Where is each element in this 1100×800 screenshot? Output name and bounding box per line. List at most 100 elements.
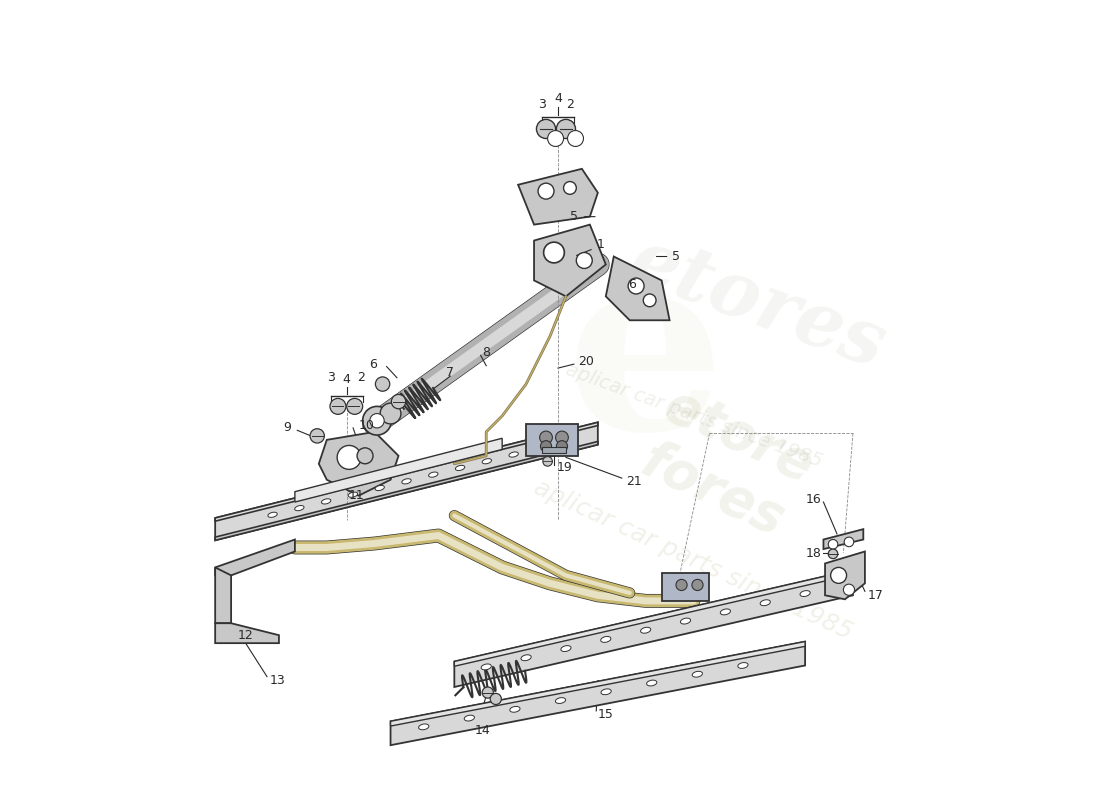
Polygon shape [216, 567, 231, 623]
Ellipse shape [455, 466, 464, 470]
Polygon shape [535, 225, 606, 296]
Polygon shape [390, 642, 805, 745]
Polygon shape [518, 169, 597, 225]
Polygon shape [390, 642, 805, 726]
Circle shape [537, 119, 556, 138]
Polygon shape [825, 551, 865, 599]
Polygon shape [661, 573, 710, 601]
Circle shape [363, 406, 392, 435]
Text: 14: 14 [474, 724, 490, 738]
Text: 7: 7 [447, 366, 454, 378]
Circle shape [358, 448, 373, 464]
Text: 4: 4 [554, 92, 562, 105]
Ellipse shape [509, 452, 518, 457]
Circle shape [568, 130, 583, 146]
Circle shape [628, 278, 645, 294]
Circle shape [563, 182, 576, 194]
Ellipse shape [295, 506, 304, 510]
Polygon shape [216, 442, 597, 540]
Text: 20: 20 [578, 355, 594, 368]
Circle shape [375, 377, 389, 391]
Polygon shape [824, 529, 864, 549]
Ellipse shape [738, 662, 748, 668]
Circle shape [370, 414, 384, 428]
Text: etores: etores [619, 224, 895, 385]
Text: 9: 9 [283, 422, 290, 434]
Ellipse shape [375, 486, 384, 490]
Text: 2: 2 [358, 371, 365, 384]
Text: 2: 2 [565, 98, 574, 111]
Text: 21: 21 [626, 475, 641, 488]
Circle shape [692, 579, 703, 590]
Circle shape [828, 539, 838, 549]
Ellipse shape [640, 627, 651, 633]
Ellipse shape [429, 472, 438, 478]
Text: 18: 18 [805, 546, 821, 559]
Circle shape [540, 431, 552, 444]
Ellipse shape [349, 492, 358, 498]
Circle shape [491, 694, 502, 705]
Text: aplicar car parts since 1985: aplicar car parts since 1985 [562, 361, 825, 471]
Circle shape [330, 398, 345, 414]
Text: 3: 3 [538, 98, 546, 111]
Text: etore
fores: etore fores [629, 379, 821, 548]
Polygon shape [454, 570, 852, 687]
Text: 6: 6 [628, 278, 636, 291]
Circle shape [548, 130, 563, 146]
Ellipse shape [556, 698, 565, 703]
Circle shape [556, 431, 569, 444]
Ellipse shape [521, 654, 531, 661]
Circle shape [828, 549, 838, 558]
Ellipse shape [681, 618, 691, 624]
Polygon shape [295, 438, 503, 502]
Circle shape [538, 183, 554, 199]
Text: 15: 15 [597, 709, 614, 722]
Ellipse shape [464, 715, 474, 721]
Ellipse shape [419, 724, 429, 730]
Text: 17: 17 [867, 589, 883, 602]
Text: 5: 5 [672, 250, 680, 263]
Ellipse shape [321, 499, 331, 504]
Ellipse shape [481, 664, 492, 670]
Text: 10: 10 [359, 419, 374, 432]
Circle shape [844, 537, 854, 546]
Text: 13: 13 [270, 674, 285, 687]
Polygon shape [606, 257, 670, 320]
Polygon shape [526, 424, 578, 456]
Ellipse shape [509, 706, 520, 712]
Circle shape [392, 394, 406, 409]
Text: 16: 16 [805, 493, 821, 506]
Circle shape [337, 446, 361, 470]
Polygon shape [216, 422, 597, 540]
Text: 6: 6 [370, 358, 377, 370]
Text: 5: 5 [570, 210, 578, 223]
Polygon shape [216, 539, 295, 575]
Circle shape [557, 441, 568, 452]
Circle shape [540, 441, 551, 452]
Text: 3: 3 [327, 371, 334, 384]
Circle shape [542, 457, 552, 466]
Ellipse shape [601, 637, 610, 642]
Polygon shape [319, 432, 398, 496]
Text: 4: 4 [343, 373, 351, 386]
Ellipse shape [601, 689, 612, 694]
Circle shape [543, 242, 564, 263]
Ellipse shape [482, 458, 492, 464]
Circle shape [844, 584, 855, 595]
Ellipse shape [760, 600, 770, 606]
Ellipse shape [692, 671, 703, 677]
Circle shape [381, 403, 400, 424]
Polygon shape [454, 570, 852, 666]
Circle shape [482, 687, 494, 698]
Text: 8: 8 [482, 346, 491, 358]
Circle shape [310, 429, 324, 443]
Text: 19: 19 [557, 462, 572, 474]
Text: 11: 11 [349, 489, 365, 502]
Text: aplicar car parts since 1985: aplicar car parts since 1985 [530, 475, 857, 644]
Circle shape [576, 253, 592, 269]
Circle shape [346, 398, 363, 414]
Ellipse shape [268, 512, 277, 518]
Ellipse shape [800, 590, 811, 597]
Circle shape [557, 119, 575, 138]
Circle shape [644, 294, 656, 306]
